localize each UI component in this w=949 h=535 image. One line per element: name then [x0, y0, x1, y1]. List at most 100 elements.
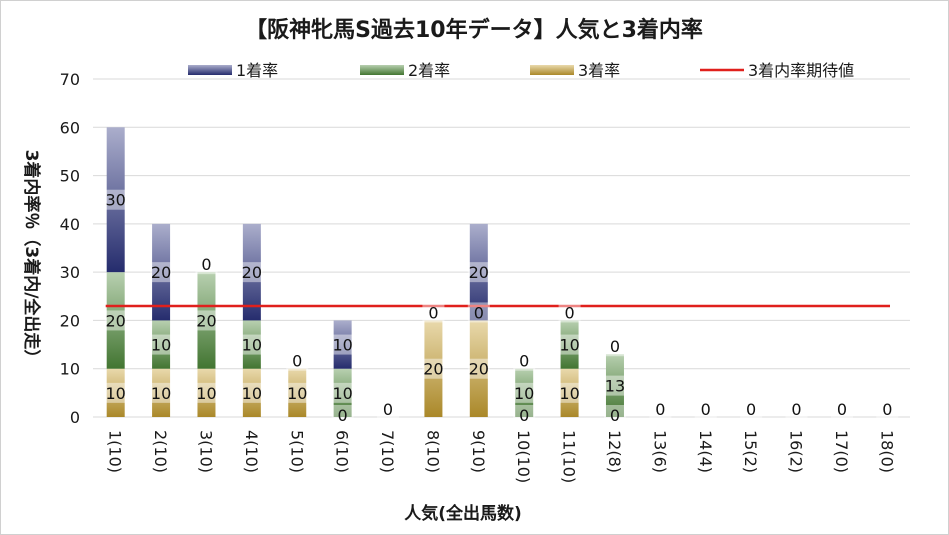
data-label-bg [286, 382, 309, 403]
x-tick-label: 17(0) [832, 430, 851, 473]
bar-segment [469, 223, 488, 321]
data-label: 0 [701, 400, 711, 419]
data-label-bg [240, 382, 263, 403]
data-labels: 30 20 10 20 10 10 0 20 10 20 10 10 0 10 10 10 0 0 0 20 20 0 20… [104, 189, 899, 425]
data-label-bg [195, 382, 218, 403]
x-tick-label: 7(10) [378, 430, 397, 473]
x-tick-label: 13(6) [650, 430, 669, 473]
data-label: 20 [196, 311, 216, 330]
bar-segment [242, 368, 261, 417]
x-tick-label: 2(10) [151, 430, 170, 473]
data-label: 0 [428, 303, 438, 322]
data-label-bg [785, 399, 808, 419]
data-label-bg [603, 375, 626, 396]
data-label-bg [150, 334, 173, 355]
y-tick-label: 0 [70, 408, 80, 427]
data-label: 20 [423, 360, 443, 379]
data-label: 10 [151, 336, 171, 355]
bar-segment [424, 320, 443, 417]
data-label: 13 [605, 377, 625, 396]
data-label: 10 [559, 336, 579, 355]
x-tick-label: 11(10) [560, 430, 579, 483]
bar-segment [605, 354, 624, 417]
legend-swatch [188, 65, 232, 75]
bar-segment [469, 320, 488, 417]
bar-segment [242, 320, 261, 369]
data-label-bg [422, 302, 445, 323]
data-label: 0 [791, 400, 801, 419]
y-tick-label: 50 [60, 167, 80, 186]
bar-segment [197, 368, 216, 417]
bar-segment [197, 272, 216, 369]
data-label-bg [513, 350, 536, 371]
legend-swatch [360, 65, 404, 75]
bar-segment [288, 368, 307, 417]
data-label-bg [195, 254, 218, 275]
x-tick-label: 1(10) [106, 430, 125, 473]
data-label: 10 [242, 384, 262, 403]
data-label: 0 [610, 406, 620, 425]
x-tick-label: 14(4) [696, 430, 715, 473]
bar-segment [560, 368, 579, 417]
data-label: 0 [655, 400, 665, 419]
data-label-bg [558, 382, 581, 403]
x-tick-label: 10(10) [514, 430, 533, 483]
data-label-bg [558, 302, 581, 323]
bar-segment [152, 223, 171, 321]
y-tick-label: 20 [60, 311, 80, 330]
data-label: 10 [559, 384, 579, 403]
data-label-bg [150, 382, 173, 403]
grid [93, 78, 910, 418]
data-label-bg [830, 399, 853, 419]
data-label-bg [331, 405, 354, 425]
x-tick-label: 3(10) [196, 430, 215, 473]
legend-label: 1着率 [236, 61, 278, 80]
data-label: 30 [106, 191, 126, 210]
chart-title: 【阪神牝馬S過去10年データ】人気と3着内率 [245, 17, 703, 43]
data-label-bg [513, 405, 536, 425]
data-label-bg [286, 350, 309, 371]
data-label-bg [377, 399, 400, 419]
y-tick-label: 10 [60, 360, 80, 379]
legend-swatch [530, 65, 574, 75]
bar-segment [333, 368, 352, 417]
data-label-bg [150, 262, 173, 283]
bar-segment [106, 272, 125, 369]
data-label-bg [467, 262, 490, 283]
data-label: 10 [242, 336, 262, 355]
x-tick-label: 8(10) [423, 430, 442, 473]
legend-label: 3着内率期待値 [748, 61, 854, 80]
x-tick-label: 15(2) [741, 430, 760, 473]
x-tick-label: 6(10) [333, 430, 352, 473]
x-tick-label: 9(10) [469, 430, 488, 473]
x-axis-ticks: 1(10) 2(10) 3(10) 4(10) 5(10) 6(10) 7(10) 8(10)… [106, 430, 897, 483]
data-label-bg [740, 399, 763, 419]
data-label-bg [558, 334, 581, 355]
data-label: 0 [610, 337, 620, 356]
x-tick-label: 18(0) [877, 430, 896, 473]
data-label: 10 [287, 384, 307, 403]
data-label: 10 [332, 384, 352, 403]
bar-segment [106, 368, 125, 417]
data-label: 0 [519, 406, 529, 425]
y-axis-title: 3着内率％（3着内/全出走） [21, 150, 42, 367]
data-label-bg [603, 336, 626, 357]
data-label-bg [467, 358, 490, 379]
data-label: 0 [292, 352, 302, 371]
data-label-bg [694, 399, 717, 419]
data-label: 0 [383, 400, 393, 419]
bar-segment [242, 223, 261, 321]
data-label-bg [876, 399, 899, 419]
bar-segment [515, 368, 534, 417]
data-label-bg [104, 310, 127, 331]
data-label: 0 [474, 303, 484, 322]
data-label: 0 [746, 400, 756, 419]
x-tick-label: 12(8) [605, 430, 624, 473]
y-tick-label: 70 [60, 70, 80, 89]
data-label-bg [331, 382, 354, 403]
legend-label: 3着率 [578, 61, 620, 80]
data-label: 20 [469, 360, 489, 379]
data-label-bg [603, 405, 626, 425]
data-label-bg [240, 262, 263, 283]
